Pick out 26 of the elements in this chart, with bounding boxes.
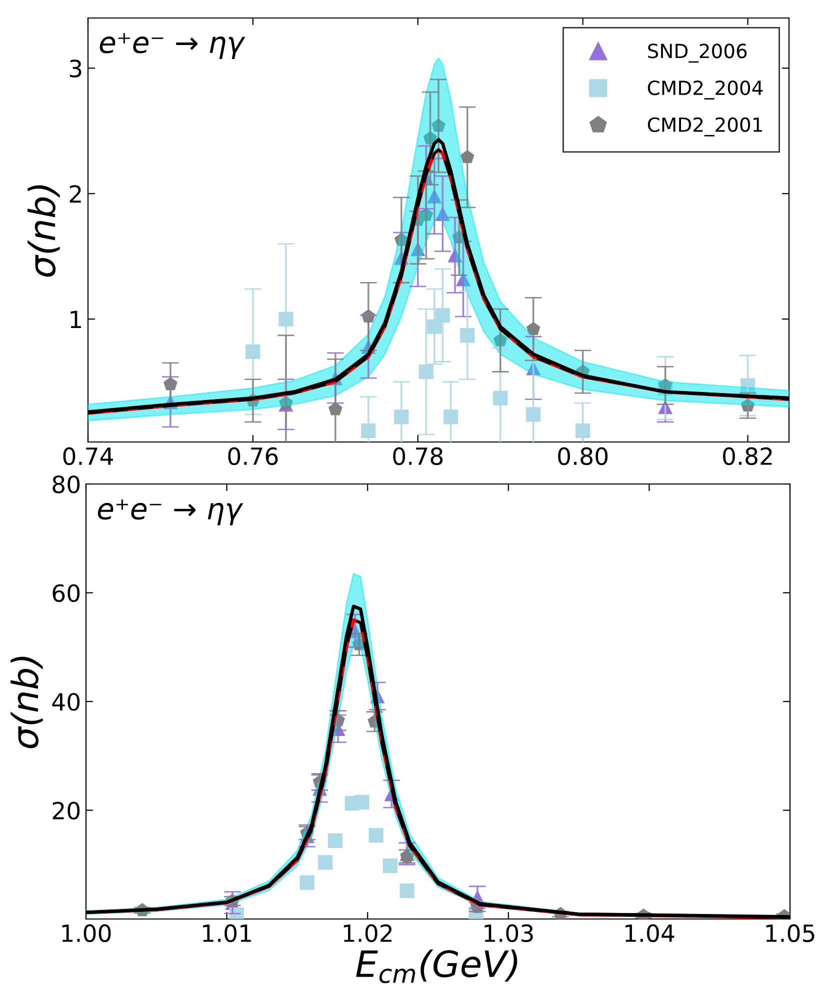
x-tick-label: 1.01	[203, 924, 251, 942]
y-axis-title: σ(nb)	[28, 185, 60, 277]
y-tick-label: 40	[52, 692, 80, 711]
y-tick-label: 2	[70, 185, 81, 203]
x-tick-label: 1.05	[766, 924, 814, 942]
x-tick-label: 0.74	[63, 447, 113, 466]
legend-label: CMD2_2001	[648, 117, 762, 136]
x-tick-label: 0.80	[558, 447, 608, 466]
y-tick-label: 20	[52, 802, 80, 820]
x-tick-label: 1.03	[484, 924, 533, 942]
y-tick-label: 1	[70, 310, 81, 328]
annotation: e⁺e⁻ → ηγ	[100, 33, 246, 59]
y-tick-label: 80	[52, 475, 80, 494]
x-tick-label: 1.02	[344, 924, 392, 942]
x-tick-label: 0.78	[393, 447, 443, 466]
annotation: e⁺e⁻ → ηγ	[98, 499, 244, 526]
y-tick-label: 60	[52, 584, 80, 602]
x-tick-label: 1.04	[626, 924, 674, 942]
y-axis-title: σ(nb)	[10, 656, 43, 748]
legend-label: SND_2006	[648, 44, 747, 63]
x-tick-label: 0.76	[228, 447, 278, 466]
x-axis-title: E$_{cm}$(GeV)	[356, 949, 518, 984]
legend-label: CMD2_2004	[648, 80, 763, 100]
y-tick-label: 3	[70, 60, 82, 78]
x-tick-label: 0.82	[723, 447, 772, 466]
x-tick-label: 1.00	[62, 924, 111, 942]
